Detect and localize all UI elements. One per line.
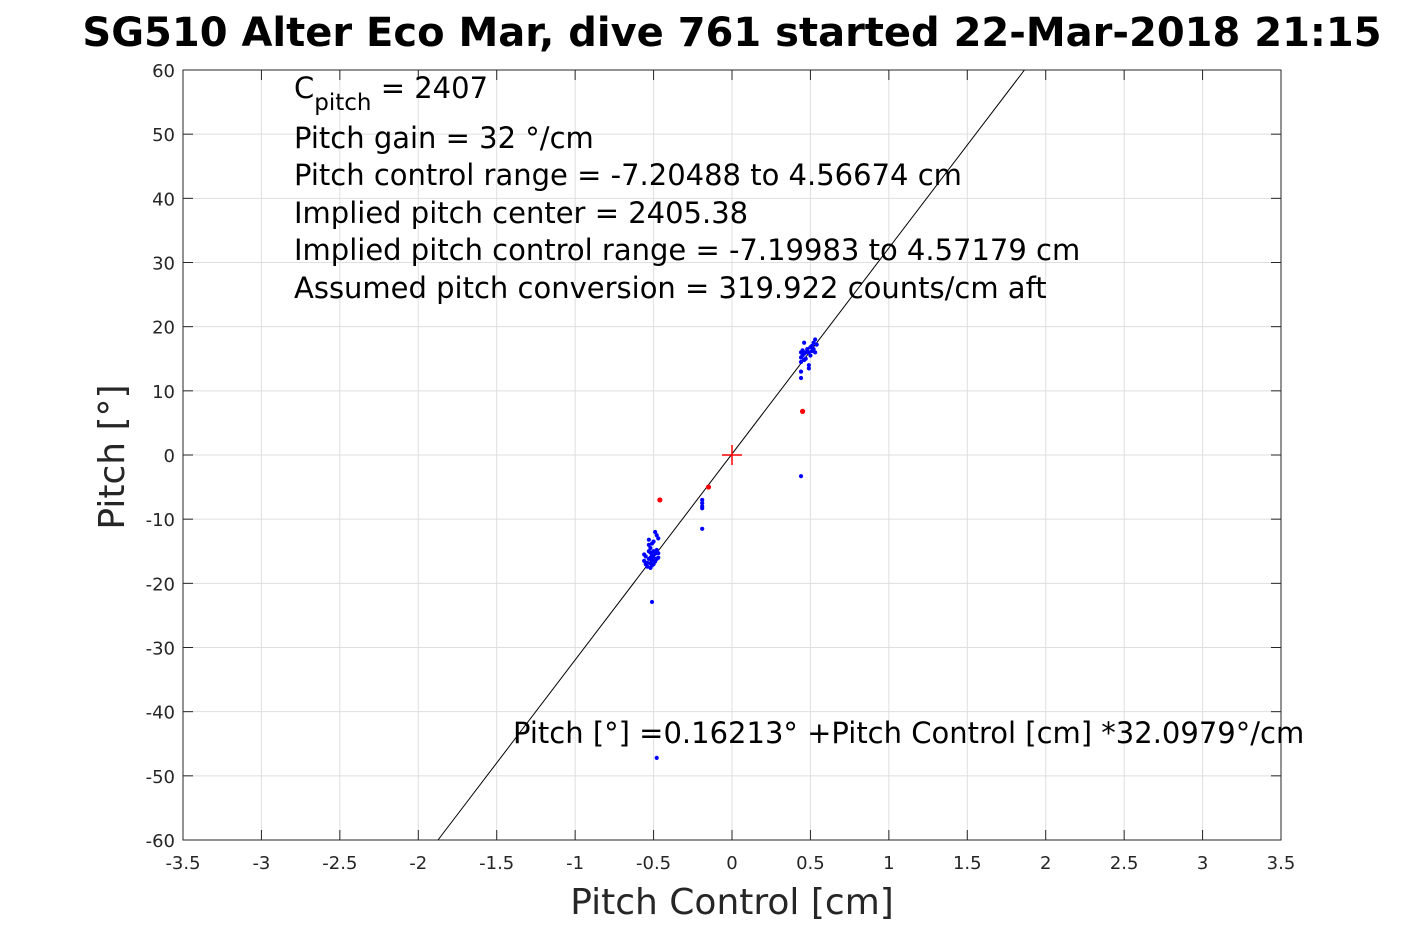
data-point [651, 555, 656, 560]
x-tick-label: -1 [566, 853, 584, 874]
data-point [798, 359, 804, 365]
implied-pitch-center-annotation: Implied pitch center = 2405.38 [294, 196, 748, 230]
x-axis-label: Pitch Control [cm] [570, 882, 894, 923]
x-tick-label: -2.5 [322, 853, 357, 874]
y-tick-label: -50 [146, 767, 175, 788]
data-point [645, 564, 650, 569]
x-tick-label: -3.5 [165, 853, 200, 874]
x-tick-label: -3 [252, 853, 270, 874]
plot-frame [182, 69, 1282, 841]
data-point [802, 340, 807, 345]
data-point [811, 347, 816, 352]
pitch-conversion-annotation: Assumed pitch conversion = 319.922 count… [294, 271, 1047, 305]
x-tick-label: 0 [726, 853, 737, 874]
data-point [813, 337, 818, 342]
c-pitch-subscript: pitch [314, 90, 371, 116]
data-point [642, 558, 647, 563]
data-point [805, 347, 810, 352]
y-tick-label: 40 [152, 189, 175, 210]
y-tick-label: 60 [152, 61, 175, 82]
data-point [811, 340, 816, 345]
data-point [645, 560, 650, 565]
data-point [800, 348, 805, 353]
data-point [798, 474, 804, 479]
pitch-gain-annotation: Pitch gain = 32 °/cm [294, 121, 594, 155]
x-tick-label: 1.5 [953, 853, 982, 874]
data-points [642, 337, 819, 760]
data-point [646, 537, 651, 542]
data-point [653, 551, 658, 556]
x-tick-label: 1 [883, 853, 894, 874]
annotation-block: Cpitch = 2407 Pitch gain = 32 °/cm Pitch… [294, 71, 1304, 750]
data-point [813, 350, 818, 355]
y-tick-label: -60 [146, 831, 175, 852]
c-pitch-value: = 2407 [371, 71, 488, 105]
y-tick-label: -30 [146, 639, 175, 660]
implied-control-range-annotation: Implied pitch control range = -7.19983 t… [294, 233, 1080, 267]
data-point [654, 547, 659, 553]
data-point [700, 526, 705, 531]
data-point [808, 353, 813, 358]
x-tick-label: -1.5 [479, 853, 514, 874]
y-tick-label: -10 [146, 510, 175, 531]
y-tick-label: 20 [152, 318, 175, 339]
y-tick-label: -20 [146, 574, 175, 595]
y-tick-label: 0 [164, 446, 175, 467]
y-tick-label: -40 [146, 703, 175, 724]
data-point [798, 375, 804, 381]
data-point [643, 554, 648, 559]
x-tick-label: 2.5 [1110, 853, 1139, 874]
data-point [654, 755, 659, 760]
x-tick-label: 0.5 [796, 853, 825, 874]
y-tick-label: 50 [152, 125, 175, 146]
data-point [656, 551, 661, 556]
c-pitch-annotation: Cpitch = 2407 [294, 71, 488, 116]
chart-title: SG510 Alter Eco Mar, dive 761 started 22… [82, 10, 1381, 56]
data-point [814, 342, 819, 347]
axis-ticks: -3.5 -3 -2.5 -2 -1.5 -1 -0.5 0 0.5 1 1.5 2 2.5 3 3.5 -6… [146, 61, 1296, 874]
data-point [809, 343, 815, 349]
fit-equation-annotation: Pitch [°] =0.16213° +Pitch Control [cm] … [513, 716, 1304, 750]
data-point [657, 497, 663, 503]
data-point [649, 599, 655, 605]
data-point [700, 501, 705, 506]
data-point [799, 408, 806, 414]
data-point [806, 350, 811, 355]
data-point [646, 542, 651, 547]
x-tick-label: 3 [1197, 853, 1208, 874]
data-point [654, 533, 659, 538]
y-tick-label: 30 [152, 254, 175, 275]
data-point [651, 539, 656, 544]
data-point [798, 369, 804, 374]
data-point [806, 363, 811, 368]
c-pitch-prefix: C [294, 71, 314, 105]
data-point [656, 555, 661, 560]
data-point [700, 497, 705, 503]
x-tick-label: -2 [409, 853, 427, 874]
data-point [653, 529, 658, 535]
y-tick-label: 10 [152, 382, 175, 403]
x-tick-label: -0.5 [636, 853, 671, 874]
data-point [648, 545, 653, 551]
x-tick-label: 3.5 [1267, 853, 1296, 874]
pitch-control-range-annotation: Pitch control range = -7.20488 to 4.5667… [294, 158, 962, 192]
center-marker [722, 445, 742, 465]
data-point [700, 506, 705, 511]
data-point [806, 366, 811, 371]
data-point [803, 350, 808, 355]
data-point [705, 484, 712, 490]
data-point [656, 536, 661, 541]
data-point [803, 356, 808, 361]
y-axis-label: Pitch [°] [92, 384, 133, 529]
x-tick-label: 2 [1040, 853, 1051, 874]
